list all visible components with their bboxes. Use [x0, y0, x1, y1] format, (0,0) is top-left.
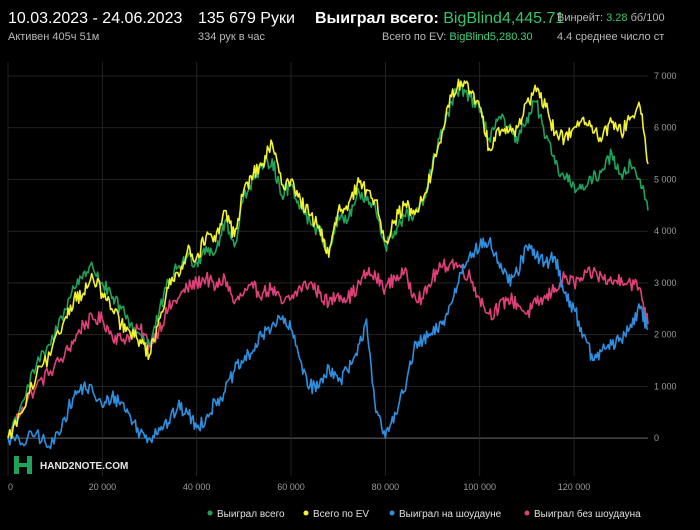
y-tick-label: 0: [654, 433, 659, 443]
x-tick-label: 0: [8, 482, 13, 492]
axis-ticks: 0 1 000 2 000 3 000 4 000 5 000 6 000 7 000 0 20 …: [8, 71, 677, 492]
won-total-value: BigBlind4,445.71: [443, 10, 565, 27]
legend-label-ev: Всего по EV: [313, 509, 369, 520]
legend-marker-nonshowdown: [524, 510, 530, 516]
grid: [7, 62, 648, 476]
legend-marker-ev: [303, 510, 309, 516]
legend: Выиграл всего Всего по EV Выиграл на шоуда…: [207, 508, 641, 520]
series-line-showdown: [7, 237, 649, 450]
won-total: Выиграл всего: BigBlind4,445.71: [315, 10, 564, 28]
legend-label-won: Выиграл всего: [217, 509, 285, 520]
ev-total-label: Всего по EV:: [382, 31, 447, 43]
y-tick-label: 6 000: [654, 123, 677, 133]
won-total-label: Выиграл всего:: [315, 10, 439, 27]
y-tick-label: 2 000: [654, 330, 677, 340]
winrate-label: Винрейт:: [557, 12, 604, 24]
logo-mark-bar: [19, 463, 27, 467]
y-tick-label: 5 000: [654, 174, 677, 184]
winnings-chart: 0 1 000 2 000 3 000 4 000 5 000 6 000 7 000 0 20 …: [7, 62, 677, 520]
x-tick-label: 60 000: [277, 482, 305, 492]
y-tick-label: 7 000: [654, 71, 677, 81]
hands-per-hour: 334 рук в час: [198, 31, 266, 43]
hands-count: 135 679 Руки: [198, 10, 295, 27]
active-time: Активен 405ч 51м: [8, 31, 100, 43]
winrate-unit: бб/100: [630, 12, 665, 24]
stats-header: 10.03.2023 - 24.06.2023 Активен 405ч 51м…: [0, 0, 700, 50]
y-tick-label: 3 000: [654, 278, 677, 288]
ev-total: Всего по EV: BigBlind5,280.30: [382, 31, 533, 43]
legend-label-showdown: Выиграл на шоудауне: [399, 509, 502, 520]
y-tick-label: 4 000: [654, 226, 677, 236]
logo-mark-left: [14, 456, 19, 474]
logo-text: HAND2NOTE.COM: [40, 461, 128, 472]
x-tick-label: 100 000: [463, 482, 496, 492]
x-tick-label: 120 000: [558, 482, 591, 492]
legend-marker-won: [207, 510, 213, 516]
avg-players: 4.4 среднее число ст: [557, 31, 665, 43]
y-tick-label: 1 000: [654, 381, 677, 391]
x-tick-label: 40 000: [183, 482, 211, 492]
ev-total-value: BigBlind5,280.30: [449, 31, 533, 43]
series-line-ev: [7, 78, 649, 440]
x-tick-label: 20 000: [89, 482, 117, 492]
winrate-value: 3.28: [606, 12, 628, 24]
legend-marker-showdown: [389, 510, 395, 516]
date-range: 10.03.2023 - 24.06.2023: [8, 10, 183, 27]
legend-label-nonshowdown: Выиграл без шоудауна: [534, 508, 641, 520]
logo-mark-right: [27, 456, 32, 474]
series-lines: [7, 78, 649, 450]
winrate: Винрейт: 3.28 бб/100: [557, 12, 665, 24]
x-tick-label: 80 000: [372, 482, 400, 492]
hand2note-logo: HAND2NOTE.COM: [14, 456, 128, 474]
